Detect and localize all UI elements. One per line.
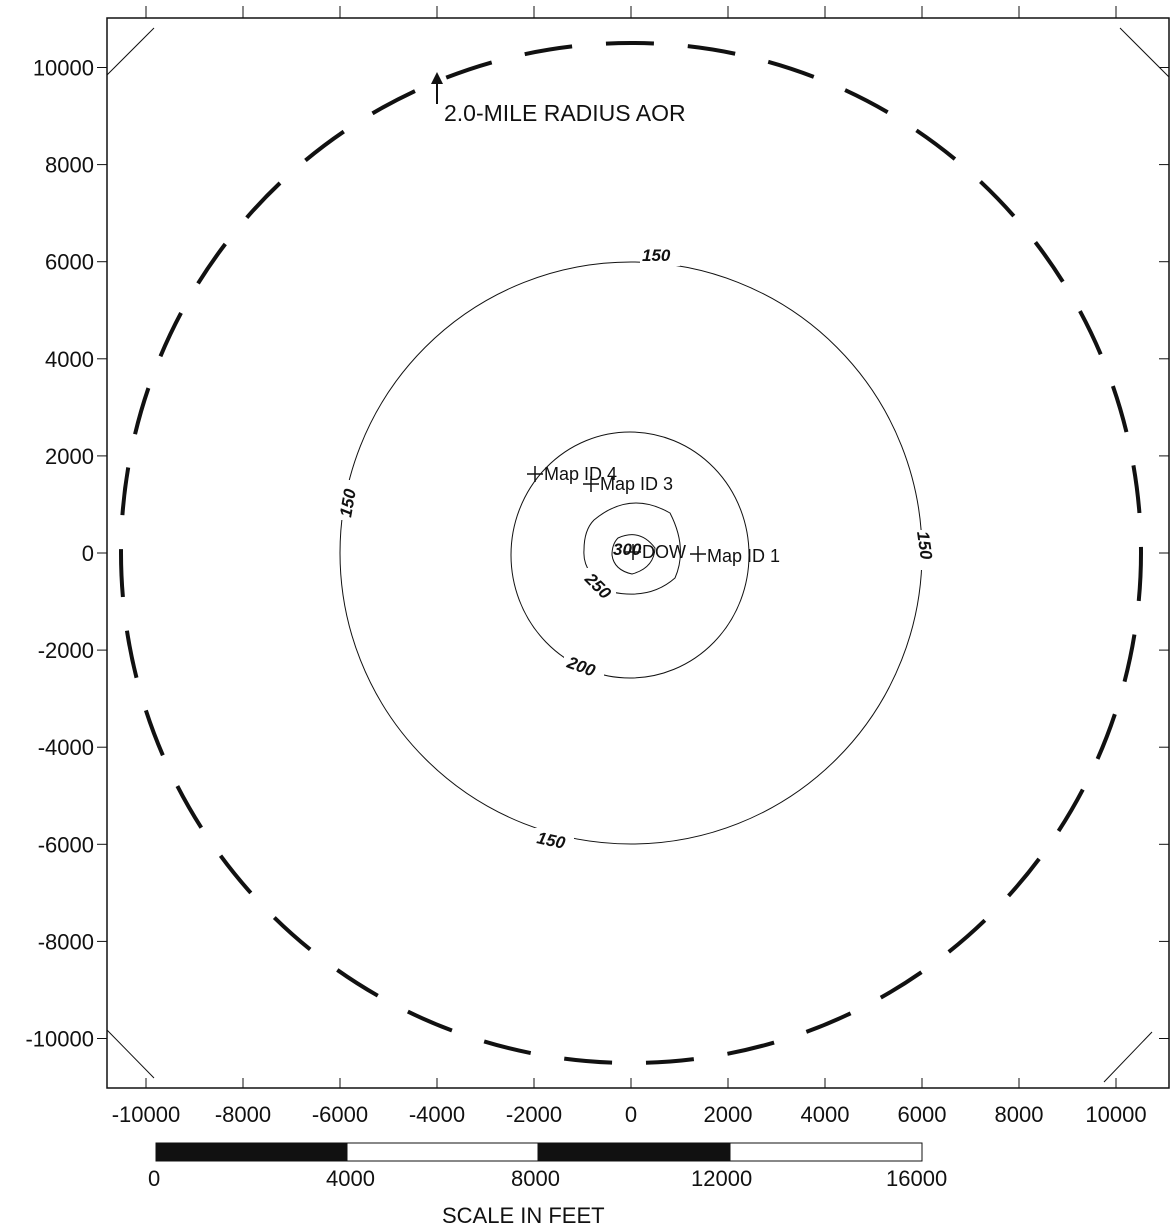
x-axis: -10000 -8000 -6000 -4000 -2000 0 2000 4000 6000 8… (112, 6, 1147, 1127)
y-tick-label: 0 (82, 541, 94, 566)
corner-diagonal-br (1103, 1031, 1153, 1083)
y-tick-label: -6000 (38, 832, 94, 857)
contour-250 (583, 502, 681, 595)
scale-seg-1 (155, 1142, 348, 1162)
well-label-map-id-1: Map ID 1 (707, 546, 780, 566)
well-map-id-4: Map ID 4 (527, 464, 617, 484)
well-label-map-id-3: Map ID 3 (600, 474, 673, 494)
y-tick-label: 4000 (45, 347, 94, 372)
scale-title: SCALE IN FEET (442, 1203, 605, 1228)
well-map-id-1: Map ID 1 (690, 546, 780, 566)
x-tick-label: 4000 (801, 1102, 850, 1127)
well-map-id-3: Map ID 3 (583, 474, 673, 494)
scale-bar: 0 4000 8000 12000 16000 SCALE IN FEET (148, 1142, 947, 1228)
contour-300 (611, 534, 656, 575)
y-tick-label: 2000 (45, 444, 94, 469)
y-tick-label: -4000 (38, 735, 94, 760)
y-axis: 10000 8000 6000 4000 2000 0 -2000 -4000 -6000 -80… (25, 56, 1169, 1052)
y-tick-label: 10000 (33, 56, 94, 81)
x-tick-label: -2000 (506, 1102, 562, 1127)
scale-seg-2 (346, 1142, 539, 1162)
x-tick-label: -8000 (215, 1102, 271, 1127)
x-tick-label: 6000 (898, 1102, 947, 1127)
y-tick-label: 8000 (45, 153, 94, 178)
x-tick-label: 2000 (704, 1102, 753, 1127)
x-tick-label: -10000 (112, 1102, 181, 1127)
y-tick-label: -8000 (38, 929, 94, 954)
x-tick-label: 10000 (1085, 1102, 1146, 1127)
corner-diagonal-tl (106, 27, 155, 76)
contour-200 (510, 431, 750, 679)
contour-label-150-right: 150 (913, 530, 936, 561)
corner-diagonal-bl (106, 1029, 155, 1079)
aor-label: 2.0-MILE RADIUS AOR (444, 100, 686, 126)
well-dow: DOW (625, 542, 686, 562)
y-tick-label: 6000 (45, 250, 94, 275)
scale-label-0: 0 (148, 1166, 160, 1191)
x-tick-label: 0 (625, 1102, 637, 1127)
contour-label-300: 300 (613, 540, 642, 559)
well-label-map-id-4: Map ID 4 (544, 464, 617, 484)
contour-label-150-top: 150 (642, 246, 671, 265)
y-tick-label: -10000 (25, 1027, 94, 1052)
scale-label-4000: 4000 (326, 1166, 375, 1191)
x-tick-label: -6000 (312, 1102, 368, 1127)
aor-annotation: 2.0-MILE RADIUS AOR (431, 72, 686, 126)
y-tick-label: -2000 (38, 638, 94, 663)
corner-diagonal-tr (1119, 27, 1170, 78)
aor-circle (119, 41, 1143, 1065)
scale-seg-3 (537, 1142, 731, 1162)
scale-seg-4 (729, 1142, 923, 1162)
x-tick-label: 8000 (995, 1102, 1044, 1127)
scale-label-16000: 16000 (886, 1166, 947, 1191)
contour-label-150-left: 150 (336, 487, 360, 519)
scale-label-8000: 8000 (511, 1166, 560, 1191)
x-tick-label: -4000 (409, 1102, 465, 1127)
scale-label-12000: 12000 (691, 1166, 752, 1191)
well-label-dow: DOW (642, 542, 686, 562)
